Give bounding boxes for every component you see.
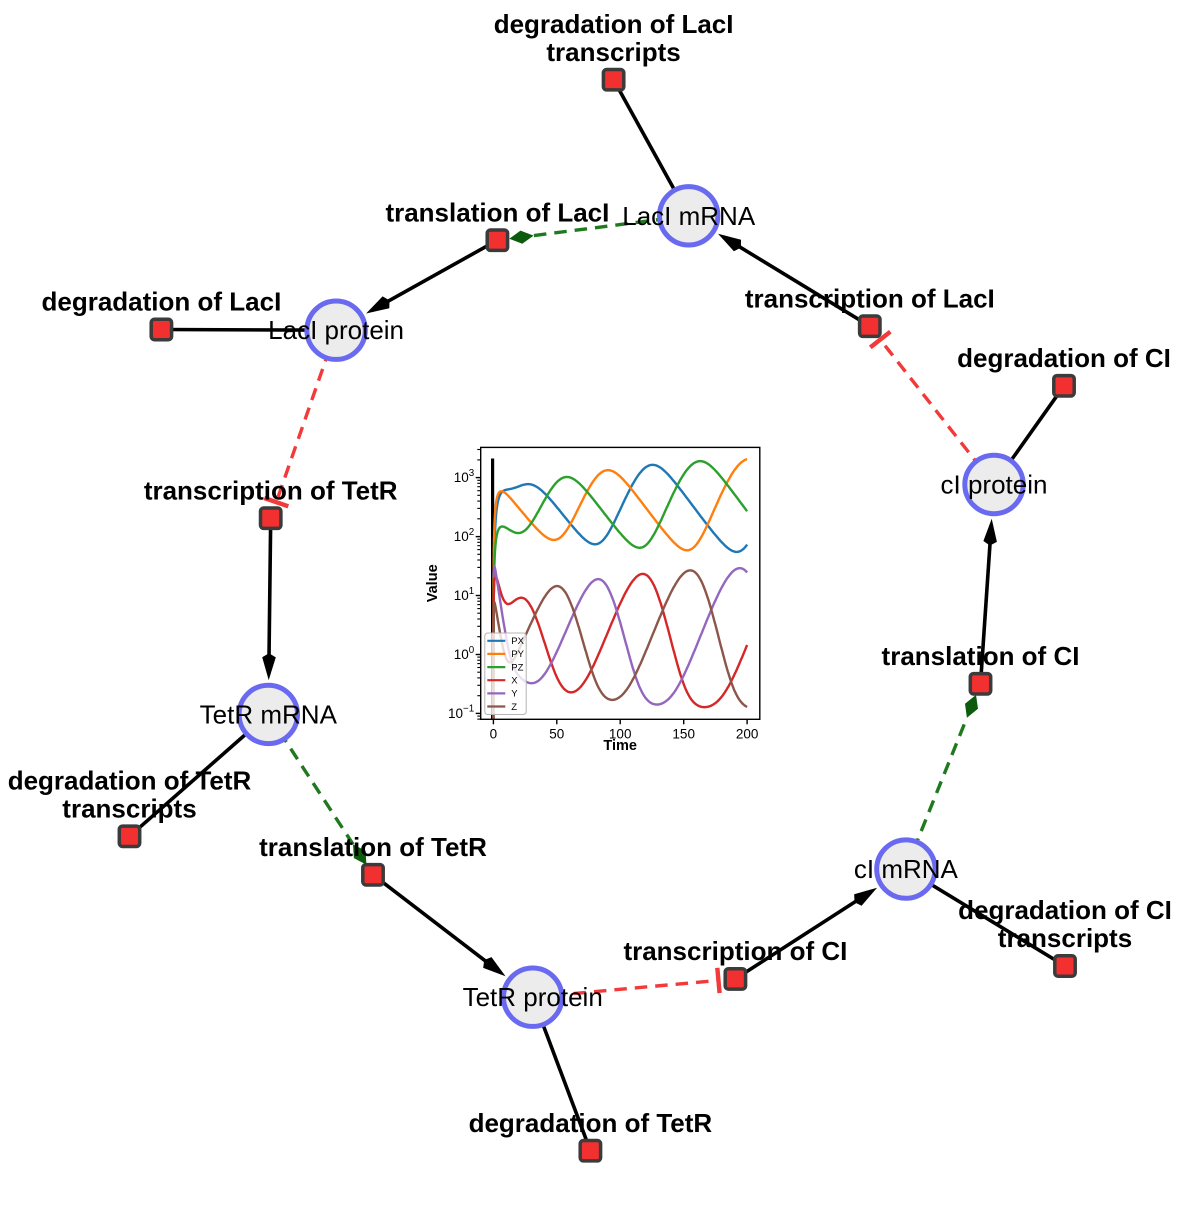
svg-text:100: 100 — [454, 645, 475, 662]
svg-text:103: 103 — [454, 468, 475, 485]
svg-text:102: 102 — [454, 527, 474, 544]
svg-text:degradation of TetR: degradation of TetR — [469, 1108, 713, 1138]
svg-text:degradation of LacI: degradation of LacI — [494, 9, 734, 39]
svg-text:transcripts: transcripts — [998, 923, 1132, 953]
svg-text:transcription of LacI: transcription of LacI — [745, 283, 995, 313]
svg-text:Z: Z — [511, 702, 517, 713]
svg-text:X: X — [511, 676, 518, 687]
svg-text:LacI protein: LacI protein — [268, 315, 404, 345]
svg-text:150: 150 — [672, 726, 695, 741]
svg-text:cI protein: cI protein — [941, 470, 1048, 500]
svg-text:101: 101 — [454, 586, 474, 603]
svg-text:0: 0 — [490, 726, 498, 741]
svg-text:LacI mRNA: LacI mRNA — [622, 201, 756, 231]
svg-text:PX: PX — [511, 636, 524, 647]
svg-text:transcription of CI: transcription of CI — [623, 936, 847, 966]
svg-text:50: 50 — [549, 726, 564, 741]
svg-text:Y: Y — [511, 689, 518, 700]
svg-text:TetR mRNA: TetR mRNA — [200, 699, 338, 729]
svg-text:degradation of CI: degradation of CI — [957, 343, 1171, 373]
svg-text:100: 100 — [609, 726, 632, 741]
svg-text:Time: Time — [603, 738, 637, 754]
svg-text:cI mRNA: cI mRNA — [854, 854, 959, 884]
svg-text:200: 200 — [736, 726, 759, 741]
svg-text:transcripts: transcripts — [546, 37, 680, 67]
svg-text:translation of CI: translation of CI — [882, 641, 1080, 671]
svg-text:10−1: 10−1 — [448, 704, 474, 721]
svg-text:TetR protein: TetR protein — [463, 982, 603, 1012]
svg-text:PZ: PZ — [511, 662, 523, 673]
svg-text:translation of LacI: translation of LacI — [385, 197, 609, 227]
svg-text:Value: Value — [425, 564, 441, 602]
svg-text:degradation of LacI: degradation of LacI — [41, 287, 281, 317]
svg-text:PY: PY — [511, 649, 524, 660]
svg-text:translation of TetR: translation of TetR — [259, 832, 487, 862]
svg-text:degradation of TetR: degradation of TetR — [8, 765, 252, 795]
svg-text:degradation of CI: degradation of CI — [958, 895, 1172, 925]
svg-text:transcription of TetR: transcription of TetR — [144, 475, 398, 505]
svg-text:transcripts: transcripts — [62, 793, 196, 823]
